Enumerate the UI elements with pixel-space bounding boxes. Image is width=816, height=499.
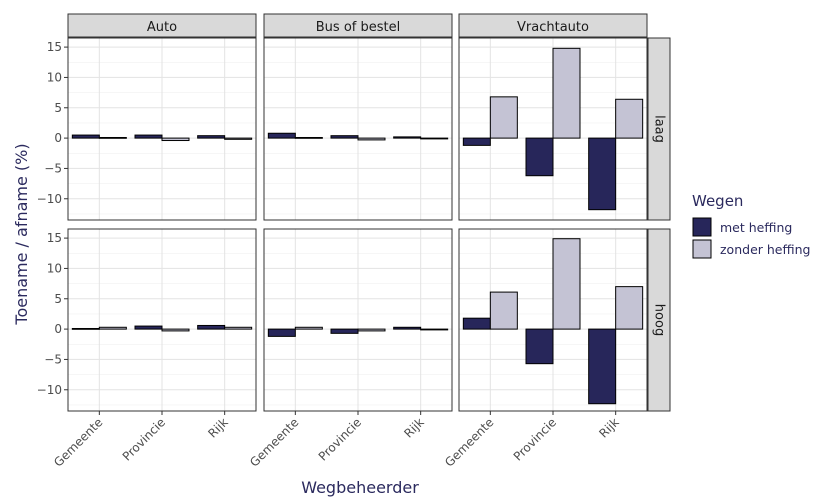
- bar-met-heffing-gemeente: [71, 134, 100, 139]
- x-tick-label-gemeente: Gemeente: [51, 415, 105, 469]
- panel-vrachtauto-laag: [458, 37, 648, 221]
- legend-title: Wegen: [692, 192, 743, 210]
- y-tick-label: 10: [47, 70, 62, 84]
- bar-zonder-heffing-rijk: [615, 98, 644, 139]
- y-tick-label: 15: [47, 40, 62, 54]
- bar-zonder-heffing-rijk: [224, 326, 253, 330]
- panel-auto-hoog: [67, 228, 257, 412]
- column-strip-auto: [67, 13, 257, 38]
- y-tick-label: 15: [47, 231, 62, 245]
- x-tick-label-rijk: Rijk: [401, 415, 426, 440]
- bar-zonder-heffing-provincie: [552, 47, 581, 139]
- y-tick-label: 10: [47, 261, 62, 275]
- bar-met-heffing-gemeente: [267, 132, 296, 139]
- bar-zonder-heffing-gemeente: [294, 136, 323, 139]
- bar-zonder-heffing-gemeente: [294, 326, 323, 330]
- y-tick-label: −10: [37, 383, 62, 397]
- row-strip-label-hoog: hoog: [652, 304, 667, 336]
- x-axis-title: Wegbeheerder: [301, 478, 419, 497]
- legend-label-zonder-heffing: zonder heffing: [720, 242, 810, 257]
- column-strip-label-vrachtauto: Vrachtauto: [517, 20, 589, 35]
- bar-met-heffing-rijk: [588, 137, 617, 211]
- bar-met-heffing-gemeente: [71, 327, 100, 330]
- bar-met-heffing-provincie: [134, 325, 163, 330]
- legend: Wegen met heffing zonder heffing: [692, 192, 810, 259]
- legend-swatch-zonder-heffing: [692, 239, 712, 259]
- y-tick-label: 5: [54, 101, 62, 115]
- column-strip-vrachtauto: [458, 13, 648, 38]
- bar-met-heffing-rijk: [197, 324, 226, 330]
- panel-bus-of-bestel-hoog: [263, 228, 453, 412]
- bar-met-heffing-provincie: [134, 134, 163, 139]
- x-tick-label-rijk: Rijk: [596, 415, 621, 440]
- column-strip-label-auto: Auto: [147, 20, 177, 35]
- y-axis-title: Toename / afname (%): [12, 143, 31, 325]
- panel-auto-laag: [67, 37, 257, 221]
- column-strip-bus-of-bestel: [263, 13, 453, 38]
- x-tick-label-provincie: Provincie: [511, 415, 559, 463]
- row-strip-hoog: [647, 228, 671, 412]
- strips-layer: Auto Bus of bestel Vrachtauto laag hoog: [67, 13, 671, 412]
- row-strip-laag: [647, 37, 671, 221]
- bar-zonder-heffing-provincie: [161, 328, 190, 332]
- bar-zonder-heffing-provincie: [357, 137, 386, 141]
- bar-zonder-heffing-gemeente: [98, 326, 127, 330]
- bar-met-heffing-gemeente: [462, 317, 491, 330]
- panel-bus-of-bestel-laag: [263, 37, 453, 221]
- bar-met-heffing-provincie: [330, 135, 359, 139]
- bar-met-heffing-gemeente: [267, 328, 296, 337]
- y-tick-label: 0: [54, 322, 62, 336]
- bar-met-heffing-rijk: [197, 135, 226, 139]
- bar-zonder-heffing-rijk: [615, 286, 644, 330]
- bar-zonder-heffing-rijk: [420, 328, 449, 331]
- bar-met-heffing-provincie: [525, 328, 554, 365]
- x-tick-label-gemeente: Gemeente: [442, 415, 496, 469]
- panels-layer: [67, 37, 648, 412]
- x-tick-label-gemeente: Gemeente: [247, 415, 301, 469]
- y-axis: −10 −5 0 5 10 15 −10 −5 0 5 10 15: [37, 40, 68, 397]
- panel-border: [263, 37, 453, 221]
- y-tick-label: −5: [44, 352, 62, 366]
- bar-zonder-heffing-gemeente: [98, 136, 127, 139]
- bar-met-heffing-rijk: [393, 326, 422, 330]
- bar-met-heffing-rijk: [588, 328, 617, 405]
- bar-met-heffing-provincie: [525, 137, 554, 177]
- bar-met-heffing-rijk: [393, 136, 422, 139]
- panel-border: [67, 37, 257, 221]
- bar-zonder-heffing-gemeente: [489, 291, 518, 330]
- bar-zonder-heffing-gemeente: [489, 96, 518, 139]
- panel-vrachtauto-hoog: [458, 228, 648, 412]
- bar-met-heffing-provincie: [330, 328, 359, 334]
- row-strip-label-laag: laag: [652, 115, 667, 143]
- legend-label-met-heffing: met heffing: [720, 220, 792, 235]
- bar-zonder-heffing-rijk: [420, 137, 449, 140]
- bar-zonder-heffing-provincie: [161, 137, 190, 142]
- y-tick-label: −5: [44, 161, 62, 175]
- legend-swatch-met-heffing: [692, 217, 712, 237]
- bar-zonder-heffing-rijk: [224, 137, 253, 140]
- bar-zonder-heffing-provincie: [552, 238, 581, 330]
- x-tick-label-rijk: Rijk: [205, 415, 230, 440]
- y-tick-label: 5: [54, 292, 62, 306]
- x-axis: Gemeente Provincie Rijk Gemeente Provincie Ri…: [51, 411, 622, 470]
- column-strip-label-bus-of-bestel: Bus of bestel: [316, 20, 400, 35]
- x-tick-label-provincie: Provincie: [120, 415, 168, 463]
- y-tick-label: 0: [54, 131, 62, 145]
- bar-met-heffing-gemeente: [462, 137, 491, 146]
- x-tick-label-provincie: Provincie: [316, 415, 364, 463]
- bar-zonder-heffing-provincie: [357, 328, 386, 332]
- y-tick-label: −10: [37, 192, 62, 206]
- panel-border: [458, 37, 648, 221]
